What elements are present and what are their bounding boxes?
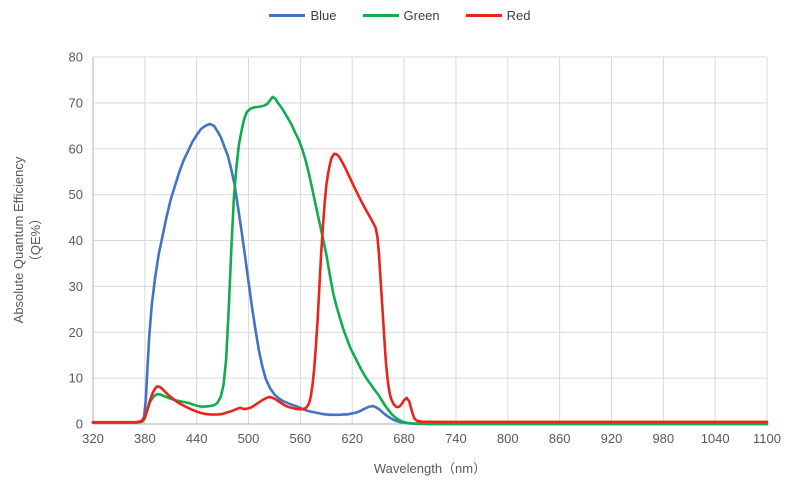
x-tick-label: 320: [82, 431, 104, 446]
x-tick-label: 920: [601, 431, 623, 446]
x-tick-label: 1040: [701, 431, 730, 446]
y-tick-label: 60: [69, 141, 83, 156]
x-tick-label: 800: [497, 431, 519, 446]
legend: Blue Green Red: [0, 8, 800, 23]
green-curve: [91, 95, 769, 426]
y-tick-label: 30: [69, 279, 83, 294]
x-tick-label: 500: [238, 431, 260, 446]
x-tick-label: 560: [290, 431, 312, 446]
x-tick-label: 980: [652, 431, 674, 446]
red-series-swatch-icon: [465, 14, 502, 17]
y-tick-label: 80: [69, 50, 83, 65]
x-tick-label: 860: [549, 431, 571, 446]
x-tick-label: 1100: [753, 431, 781, 446]
y-tick-label: 50: [69, 187, 83, 202]
legend-item-blue: Blue: [269, 8, 337, 23]
x-axis-title: Wavelength（nm）: [373, 461, 487, 476]
x-tick-label: 440: [186, 431, 208, 446]
y-tick-label: 40: [69, 233, 83, 248]
y-tick-label: 0: [76, 417, 83, 432]
legend-label-blue: Blue: [310, 8, 337, 23]
x-tick-label: 740: [445, 431, 467, 446]
x-tick-label: 380: [134, 431, 156, 446]
x-tick-label: 680: [393, 431, 415, 446]
x-tick-label: 620: [341, 431, 363, 446]
y-tick-label: 70: [69, 95, 83, 110]
red-curve: [91, 152, 769, 424]
green-series-swatch-icon: [362, 14, 399, 17]
legend-item-red: Red: [465, 8, 531, 23]
legend-item-green: Green: [362, 8, 440, 23]
blue-series-swatch-icon: [269, 14, 306, 17]
blue-curve: [91, 122, 769, 426]
legend-label-green: Green: [403, 8, 440, 23]
y-tick-label: 10: [69, 371, 83, 386]
y-tick-label: 20: [69, 325, 83, 340]
legend-label-red: Red: [506, 8, 531, 23]
